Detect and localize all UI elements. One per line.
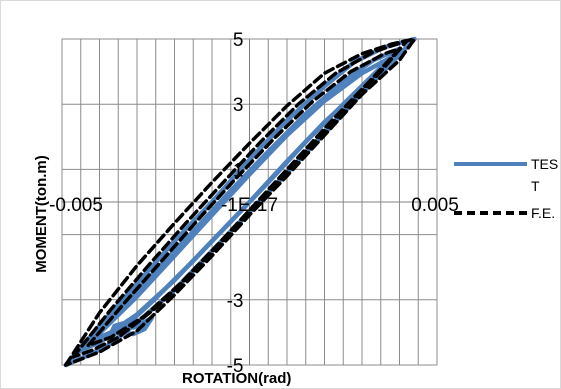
- y-tick-label-2: 1: [233, 160, 244, 181]
- legend-label-fe: F.E.: [531, 205, 555, 221]
- series-f-e-: [64, 37, 417, 367]
- series-1-loop-0: [64, 37, 417, 367]
- tick-labels: 5 3 1 -3 -5 -0.005 -1E-17 0.005: [49, 30, 459, 377]
- series-layer: [63, 36, 417, 368]
- legend: TES T F.E.: [454, 156, 558, 221]
- y-tick-label-0: 5: [233, 30, 244, 51]
- legend-label-test-2: T: [531, 178, 540, 194]
- y-tick-label-1: 3: [233, 95, 244, 116]
- series-1-loop-2: [86, 47, 402, 348]
- legend-label-test-1: TES: [531, 156, 558, 172]
- x-tick-label-1: -1E-17: [221, 195, 278, 216]
- x-tick-label-2: 0.005: [411, 195, 459, 216]
- y-tick-label-4: -5: [227, 356, 244, 377]
- y-tick-label-3: -3: [227, 291, 244, 312]
- y-axis-title: MOMENT(ton.m): [33, 155, 50, 272]
- x-axis-title: ROTATION(rad): [182, 370, 291, 387]
- x-tick-label-0: -0.005: [49, 195, 103, 216]
